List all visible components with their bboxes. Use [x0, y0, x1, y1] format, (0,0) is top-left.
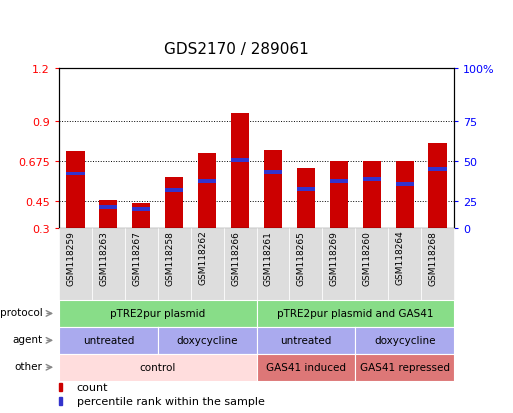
Bar [66, 152, 85, 228]
Text: control: control [140, 362, 176, 373]
Bar [59, 397, 62, 405]
FancyBboxPatch shape [224, 228, 256, 300]
Text: GSM118261: GSM118261 [264, 230, 273, 285]
Bar [363, 178, 381, 181]
Bar [59, 383, 62, 391]
Text: GSM118267: GSM118267 [132, 230, 141, 285]
FancyBboxPatch shape [59, 228, 92, 300]
FancyBboxPatch shape [92, 228, 125, 300]
Text: percentile rank within the sample: percentile rank within the sample [77, 396, 265, 406]
Text: untreated: untreated [83, 335, 134, 346]
Bar [428, 143, 447, 228]
Text: GAS41 induced: GAS41 induced [266, 362, 346, 373]
Bar [297, 187, 315, 191]
Text: GSM118266: GSM118266 [231, 230, 240, 285]
Bar [198, 179, 216, 183]
Text: GSM118265: GSM118265 [297, 230, 306, 285]
Text: GAS41 repressed: GAS41 repressed [360, 362, 449, 373]
Text: GSM118264: GSM118264 [396, 230, 405, 285]
Bar [428, 168, 447, 172]
Bar [330, 162, 348, 228]
FancyBboxPatch shape [388, 228, 421, 300]
Bar [100, 201, 117, 228]
Text: other: other [14, 361, 43, 371]
Text: GSM118269: GSM118269 [330, 230, 339, 285]
FancyBboxPatch shape [158, 228, 191, 300]
FancyBboxPatch shape [191, 228, 224, 300]
Text: GSM118258: GSM118258 [165, 230, 174, 285]
Bar [396, 183, 413, 187]
Text: GSM118263: GSM118263 [100, 230, 108, 285]
Text: untreated: untreated [280, 335, 331, 346]
Bar [198, 154, 216, 228]
Bar [396, 162, 413, 228]
Bar [264, 171, 282, 174]
Bar [100, 206, 117, 210]
Bar [231, 114, 249, 228]
Text: GSM118259: GSM118259 [67, 230, 75, 285]
Bar [231, 159, 249, 163]
Bar [264, 151, 282, 228]
Text: GSM118268: GSM118268 [428, 230, 438, 285]
FancyBboxPatch shape [256, 228, 289, 300]
Text: protocol: protocol [0, 307, 43, 317]
Text: GSM118260: GSM118260 [363, 230, 372, 285]
Bar [165, 189, 183, 193]
Bar [330, 179, 348, 183]
Bar [66, 172, 85, 176]
Text: pTRE2pur plasmid and GAS41: pTRE2pur plasmid and GAS41 [277, 309, 433, 319]
FancyBboxPatch shape [289, 228, 322, 300]
Text: agent: agent [12, 334, 43, 344]
Text: GSM118262: GSM118262 [198, 230, 207, 285]
Bar [132, 207, 150, 211]
Text: count: count [77, 382, 108, 392]
FancyBboxPatch shape [355, 228, 388, 300]
FancyBboxPatch shape [125, 228, 158, 300]
FancyBboxPatch shape [322, 228, 355, 300]
Text: doxycycline: doxycycline [176, 335, 238, 346]
Bar [297, 169, 315, 228]
Text: pTRE2pur plasmid: pTRE2pur plasmid [110, 309, 205, 319]
Bar [165, 178, 183, 228]
Bar [363, 162, 381, 228]
Text: GDS2170 / 289061: GDS2170 / 289061 [164, 42, 308, 57]
Text: doxycycline: doxycycline [374, 335, 436, 346]
Bar [132, 203, 150, 228]
FancyBboxPatch shape [421, 228, 454, 300]
